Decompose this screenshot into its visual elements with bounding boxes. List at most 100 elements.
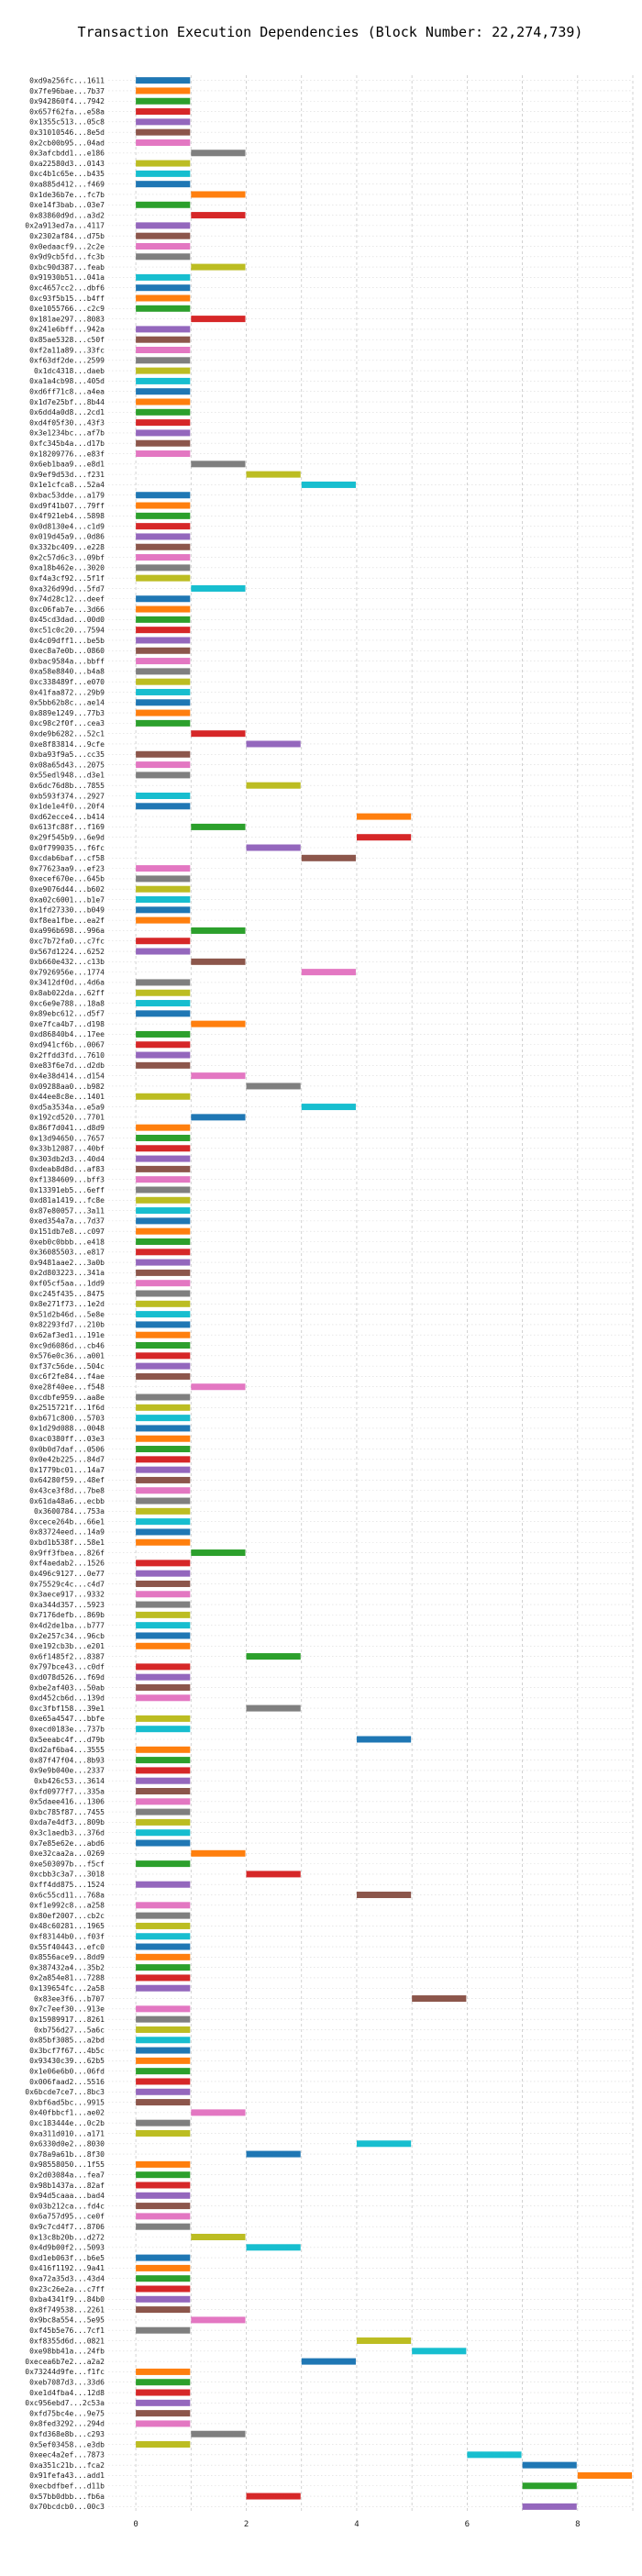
transaction-label: 0x8fed3292...294d (29, 2420, 105, 2428)
transaction-label: 0x83ee3f6...b707 (34, 1994, 105, 2003)
transaction-bar (136, 1538, 191, 1546)
transaction-bar (136, 1217, 191, 1225)
transaction-bar (412, 1995, 467, 2003)
transaction-label: 0x1e1cfca8...52a4 (29, 481, 105, 489)
transaction-label: 0x6f1485f2...8387 (29, 1652, 105, 1660)
transaction-bar (136, 1487, 191, 1494)
transaction-bar (136, 2068, 191, 2075)
transaction-label: 0xbac9584a...bbff (29, 657, 105, 665)
transaction-label: 0xb593f374...2927 (29, 792, 105, 800)
transaction-bar (136, 1415, 191, 1422)
transaction-label: 0xba4341f9...84b0 (29, 2295, 105, 2304)
transaction-label: 0x192cd520...7701 (29, 1114, 105, 1122)
transaction-label: 0xa22580d3...0143 (29, 160, 105, 168)
transaction-label: 0xbd1b538f...58e1 (29, 1538, 105, 1547)
transaction-bar (136, 1518, 191, 1526)
transaction-bar (136, 2275, 191, 2282)
transaction-label: 0x40fbbcf1...ae02 (29, 2109, 105, 2117)
transaction-label: 0xc4b1c65e...b435 (29, 170, 105, 178)
transaction-bar (136, 750, 191, 758)
transaction-label: 0x1779bc01...14a7 (29, 1466, 105, 1474)
transaction-label: 0x31010546...8e5d (29, 128, 105, 137)
transaction-bar (136, 2306, 191, 2314)
transaction-label: 0x006faad2...5516 (29, 2078, 105, 2086)
transaction-label: 0x2c57d6c3...09bf (29, 553, 105, 561)
transaction-bar (136, 1321, 191, 1328)
transaction-label: 0x3c1aedb3...376d (29, 1829, 105, 1838)
transaction-bar (136, 377, 191, 384)
transaction-bar (136, 1342, 191, 1349)
transaction-bar (412, 2348, 467, 2355)
transaction-label: 0xd4f05f30...43f3 (29, 418, 105, 427)
transaction-bar (136, 242, 191, 250)
transaction-bar (136, 97, 191, 105)
transaction-bar (246, 1083, 301, 1090)
transaction-bar (136, 108, 191, 116)
transaction-bar (136, 1051, 191, 1059)
transaction-bar (136, 1922, 191, 1929)
transaction-label: 0xff4dd875...1524 (29, 1881, 105, 1889)
transaction-label: 0x6dc76d8b...7855 (29, 782, 105, 790)
transaction-bar (136, 803, 191, 810)
transaction-bar (136, 1476, 191, 1483)
transaction-label: 0x9e9b040e...2337 (29, 1767, 105, 1775)
transaction-bar (467, 2451, 522, 2459)
transaction-label: 0xa18b462e...3020 (29, 564, 105, 572)
grid-lines (108, 75, 634, 2512)
transaction-bar (136, 1435, 191, 1442)
transaction-bar (191, 1849, 246, 1857)
x-tick-label: 0 (133, 2520, 138, 2529)
transaction-bar (356, 1892, 412, 1899)
transaction-bar (136, 128, 191, 136)
transaction-bar (191, 1114, 246, 1121)
transaction-label: 0x6dd4a0d8...2cd1 (29, 408, 105, 416)
transaction-label: 0xf8355d6d...0821 (29, 2337, 105, 2345)
transaction-bar (136, 875, 191, 883)
transaction-label: 0x33b12087...40bf (29, 1145, 105, 1153)
transaction-label: 0x1d29d088...0048 (29, 1425, 105, 1433)
transaction-label: 0xa996b698...996a (29, 927, 105, 935)
transaction-bar (136, 408, 191, 416)
transaction-label: 0xb671c800...5703 (29, 1414, 105, 1422)
transaction-label: 0x57bb0dbb...fb6a (29, 2493, 105, 2501)
transaction-label: 0xd9f41b07...79ff (29, 502, 105, 510)
transaction-label: 0xf63df2de...2599 (29, 357, 105, 365)
transaction-bar (136, 1984, 191, 1992)
transaction-label: 0xd62ecce4...b414 (29, 813, 105, 821)
transaction-label: 0xec8a7e0b...0860 (29, 647, 105, 655)
transaction-label: 0xb660e432...c13b (29, 958, 105, 966)
transaction-bar (136, 1259, 191, 1266)
transaction-bar (136, 574, 191, 582)
transaction-bar (136, 2078, 191, 2085)
transaction-bar (136, 605, 191, 613)
transaction-bar (136, 1404, 191, 1411)
transaction-bar (136, 357, 191, 364)
transaction-label: 0x36085503...e817 (29, 1249, 105, 1257)
transaction-bar (191, 263, 246, 271)
transaction-label: 0xcece264b...66e1 (29, 1517, 105, 1526)
transaction-label: 0x64280f59...48ef (29, 1476, 105, 1484)
transaction-label: 0x80ef2007...cb2c (29, 1912, 105, 1920)
transaction-label: 0xe32caa2a...0269 (29, 1849, 105, 1858)
transaction-bar (191, 316, 246, 323)
transaction-label: 0x9d9cb5fd...fc3b (29, 253, 105, 261)
transaction-bar (136, 1196, 191, 1204)
transaction-bar (136, 1777, 191, 1784)
transaction-bar (136, 1030, 191, 1038)
transaction-label: 0x181ae297...8083 (29, 315, 105, 323)
transaction-label: 0xde9b6282...52c1 (29, 729, 105, 738)
transaction-bar (136, 885, 191, 893)
transaction-bar (191, 191, 246, 198)
transaction-bar (136, 533, 191, 540)
transaction-label: 0x1e06e6b0...06fd (29, 2067, 105, 2075)
transaction-label: 0x55edl948...d3e1 (29, 772, 105, 780)
transaction-label: 0xf4aedab2...1526 (29, 1560, 105, 1568)
transaction-bar (301, 1104, 356, 1111)
transaction-bar (136, 1124, 191, 1131)
transaction-bar (136, 1943, 191, 1950)
transaction-bar (191, 1549, 246, 1557)
transaction-label: 0xa885d412...f469 (29, 180, 105, 188)
transaction-label: 0xecea6b7e2...a2a2 (25, 2358, 105, 2366)
transaction-bar (136, 2088, 191, 2095)
transaction-label: 0x5daee416...1306 (29, 1798, 105, 1806)
